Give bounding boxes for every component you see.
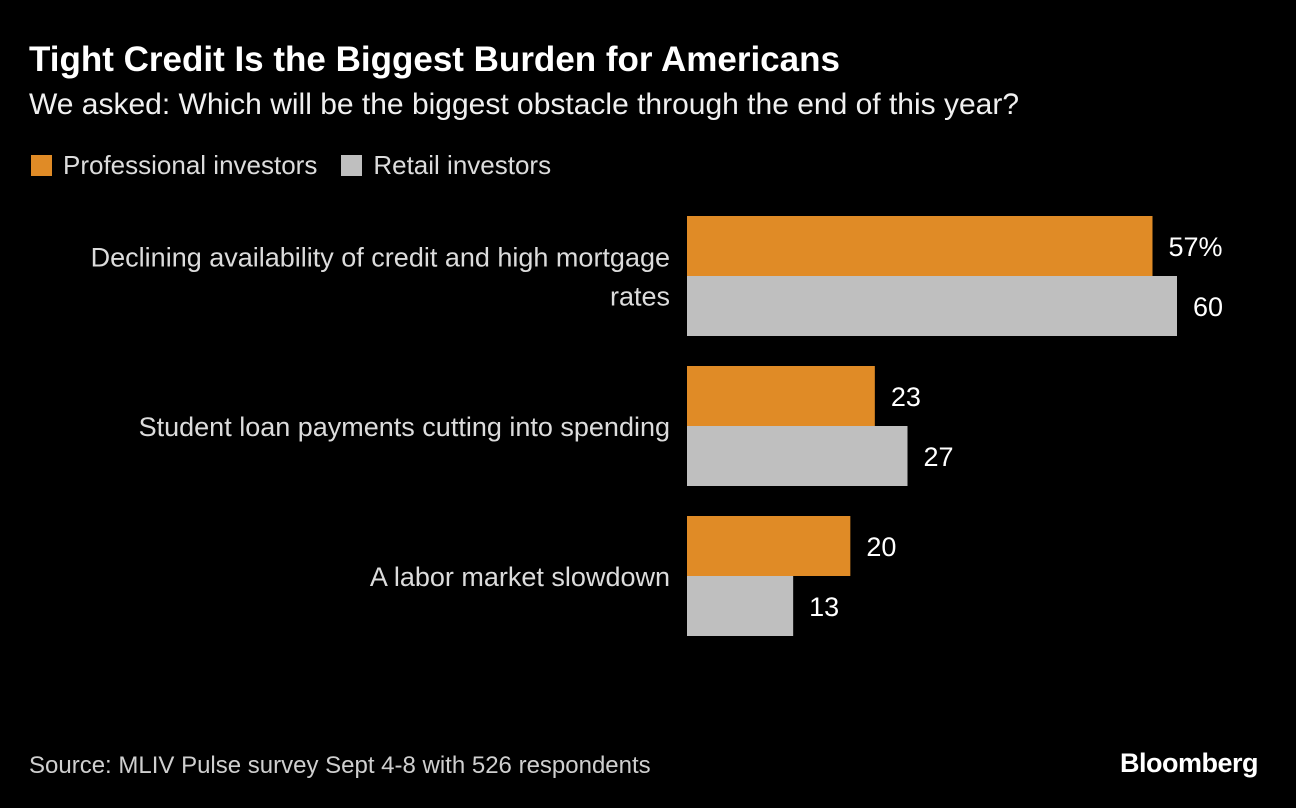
value-label: 27 [924, 442, 954, 472]
legend-label-retail: Retail investors [373, 150, 552, 180]
bar-professional [687, 216, 1153, 276]
bloomberg-logo: Bloomberg [1119, 748, 1259, 778]
value-label: 60 [1193, 292, 1223, 322]
bar-retail [687, 576, 794, 636]
source-note: Source: MLIV Pulse survey Sept 4-8 with … [29, 752, 651, 779]
chart-title: Tight Credit Is the Biggest Burden for A… [29, 40, 840, 79]
legend-swatch-retail [341, 155, 363, 176]
legend-swatch-professional [31, 155, 52, 176]
legend-label-professional: Professional investors [63, 150, 318, 180]
legend-item-retail: Retail investors [341, 150, 551, 181]
bar-professional [687, 366, 875, 426]
value-label: 20 [866, 532, 896, 562]
bar-professional [687, 516, 851, 576]
category-label: rates [610, 282, 670, 312]
bar-retail [687, 426, 908, 486]
value-label: 57% [1169, 232, 1223, 262]
category-label: Declining availability of credit and hig… [91, 243, 670, 273]
bar-retail [687, 276, 1177, 336]
value-label: 13 [809, 592, 839, 622]
legend: Professional investors Retail investors [31, 150, 575, 181]
category-label: A labor market slowdown [370, 562, 670, 592]
chart-subtitle: We asked: Which will be the biggest obst… [29, 88, 1020, 121]
legend-item-professional: Professional investors [31, 150, 317, 181]
category-label: Student loan payments cutting into spend… [139, 412, 670, 442]
value-label: 23 [891, 382, 921, 412]
